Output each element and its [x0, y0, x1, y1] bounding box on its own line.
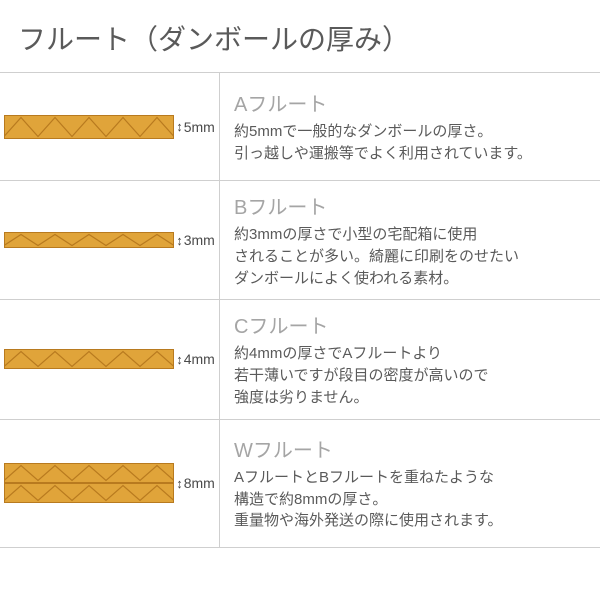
- thickness-label: ↕5mm: [176, 119, 215, 135]
- diagram-wrap: ↕3mm: [4, 232, 215, 248]
- diagram-cell: ↕8mm: [0, 420, 220, 547]
- thickness-value: 5mm: [184, 119, 215, 135]
- text-cell: Bフルート約3mmの厚さで小型の宅配箱に使用 されることが多い。綺麗に印刷をのせ…: [220, 181, 600, 299]
- thickness-value: 4mm: [184, 351, 215, 367]
- text-cell: Aフルート約5mmで一般的なダンボールの厚さ。 引っ越しや運搬等でよく利用されて…: [220, 73, 600, 180]
- flute-description: AフルートとBフルートを重ねたような 構造で約8mmの厚さ。 重量物や海外発送の…: [234, 467, 586, 532]
- updown-arrow-icon: ↕: [176, 234, 183, 247]
- table-row: ↕5mm Aフルート約5mmで一般的なダンボールの厚さ。 引っ越しや運搬等でよく利…: [0, 73, 600, 181]
- flute-name: Wフルート: [234, 434, 586, 463]
- text-cell: Wフルート AフルートとBフルートを重ねたような 構造で約8mmの厚さ。 重量物や…: [220, 420, 600, 547]
- flute-description: 約3mmの厚さで小型の宅配箱に使用 されることが多い。綺麗に印刷をのせたい ダン…: [234, 224, 586, 289]
- table-row: ↕4mm Cフルート約4mmの厚さでAフルートより 若干薄いですが段目の密度が高い…: [0, 300, 600, 419]
- thickness-value: 8mm: [184, 475, 215, 491]
- flute-name: Bフルート: [234, 191, 586, 220]
- flute-table: ↕5mmAフルート約5mmで一般的なダンボールの厚さ。 引っ越しや運搬等でよく利…: [0, 72, 600, 548]
- updown-arrow-icon: ↕: [176, 477, 183, 490]
- updown-arrow-icon: ↕: [176, 120, 183, 133]
- cardboard-icon: [4, 463, 174, 503]
- thickness-label: ↕8mm: [176, 475, 215, 491]
- table-row: ↕3mm Bフルート約3mmの厚さで小型の宅配箱に使用 されることが多い。綺麗に印…: [0, 181, 600, 300]
- page-title: フルート（ダンボールの厚み）: [0, 0, 600, 72]
- diagram-wrap: ↕4mm: [4, 349, 215, 369]
- diagram-cell: ↕4mm: [0, 300, 220, 418]
- cardboard-icon: [4, 115, 174, 139]
- diagram-wrap: ↕5mm: [4, 115, 215, 139]
- flute-description: 約5mmで一般的なダンボールの厚さ。 引っ越しや運搬等でよく利用されています。: [234, 121, 586, 165]
- diagram-cell: ↕3mm: [0, 181, 220, 299]
- flute-name: Cフルート: [234, 310, 586, 339]
- diagram-cell: ↕5mm: [0, 73, 220, 180]
- flute-name: Aフルート: [234, 88, 586, 117]
- table-row: ↕8mm Wフルート AフルートとBフルートを重ねたような 構造で約8mmの厚さ。 …: [0, 420, 600, 548]
- updown-arrow-icon: ↕: [176, 353, 183, 366]
- diagram-wrap: ↕8mm: [4, 463, 215, 503]
- thickness-value: 3mm: [184, 232, 215, 248]
- thickness-label: ↕4mm: [176, 351, 215, 367]
- flute-description: 約4mmの厚さでAフルートより 若干薄いですが段目の密度が高いので 強度は劣りま…: [234, 343, 586, 408]
- cardboard-icon: [4, 232, 174, 248]
- cardboard-icon: [4, 349, 174, 369]
- thickness-label: ↕3mm: [176, 232, 215, 248]
- text-cell: Cフルート約4mmの厚さでAフルートより 若干薄いですが段目の密度が高いので 強…: [220, 300, 600, 418]
